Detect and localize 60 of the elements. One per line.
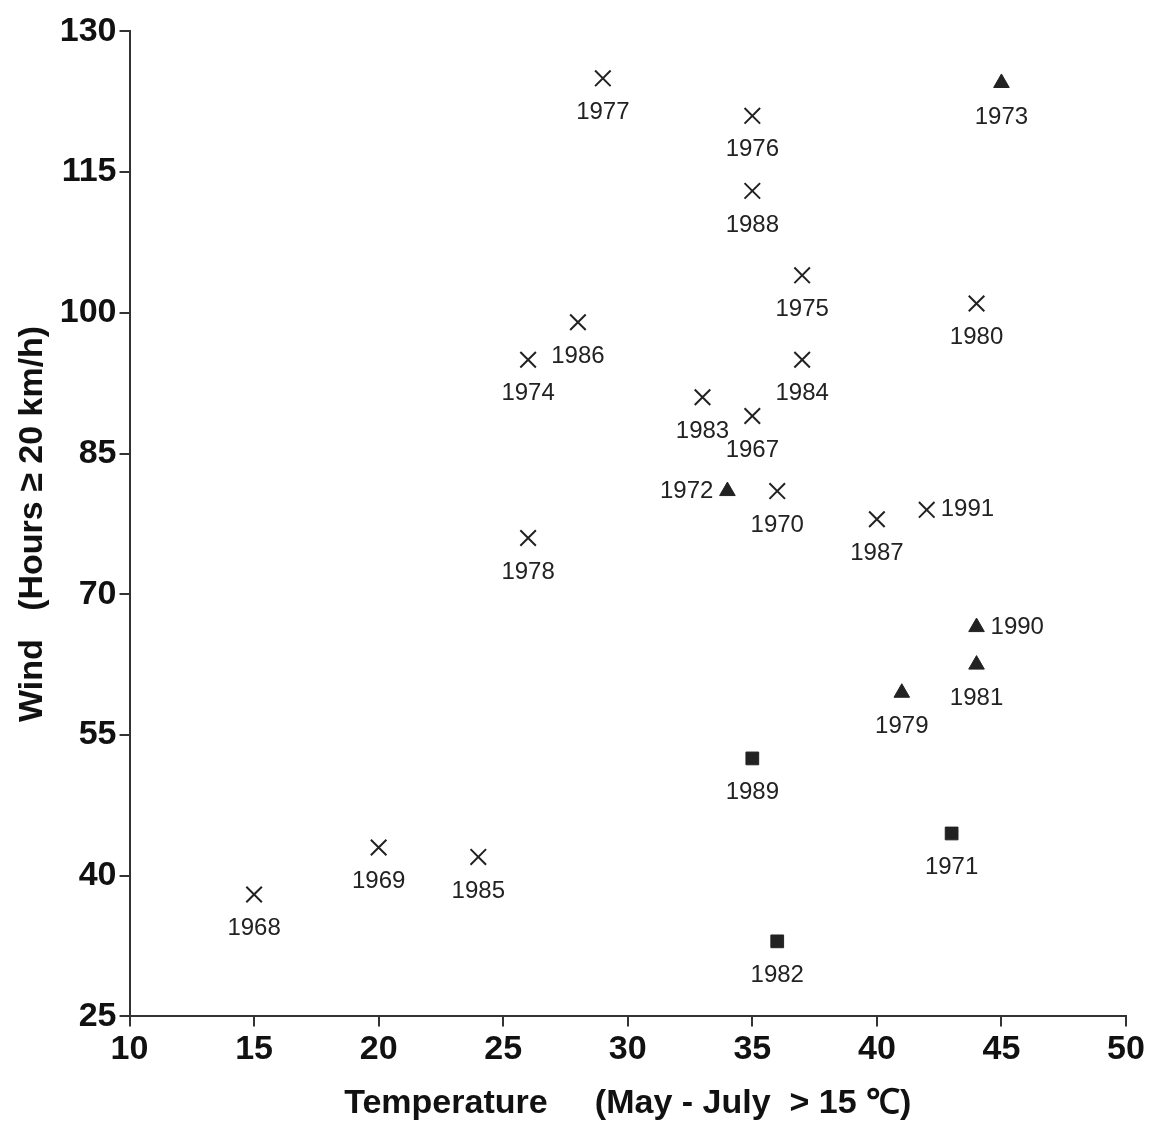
x-tick-label: 20	[359, 1028, 398, 1067]
annotation: 1971	[924, 852, 979, 880]
annotation: 1976	[725, 134, 780, 162]
annotation: 1989	[725, 777, 780, 805]
annotation: 1988	[725, 209, 780, 237]
annotation: 1975	[775, 293, 829, 321]
y-tick-label: 70	[78, 572, 117, 611]
y-tick-label: 100	[59, 291, 117, 330]
y-tick-label: 40	[78, 854, 117, 893]
annotation: 1969	[351, 866, 406, 894]
point	[770, 934, 785, 949]
y-tick-label: 55	[78, 713, 117, 752]
point	[743, 107, 762, 125]
point	[569, 313, 587, 331]
x-tick-label: 50	[1107, 1028, 1145, 1067]
annotation: 1978	[501, 556, 555, 584]
y-tick-label: 115	[61, 150, 117, 189]
annotation: 1986	[551, 340, 605, 368]
point	[693, 388, 712, 407]
point	[793, 350, 811, 369]
annotation: 1982	[750, 959, 804, 987]
point	[369, 838, 388, 857]
point	[245, 885, 263, 904]
y-axis-title: Wind (Hours ≥ 20 km/h)	[10, 325, 49, 722]
x-tick-label: 35	[733, 1028, 772, 1067]
annotation: 1984	[775, 378, 829, 406]
point	[745, 751, 760, 766]
annotation: 1968	[227, 913, 281, 941]
annotation: 1980	[949, 322, 1004, 350]
point	[594, 69, 612, 88]
point	[519, 529, 537, 547]
annotation: 1987	[850, 537, 904, 565]
point	[793, 266, 811, 285]
annotation: 1985	[451, 875, 505, 903]
point	[917, 501, 936, 519]
annotation: 1981	[949, 683, 1004, 711]
annotation: 1972	[660, 475, 714, 503]
point	[519, 350, 537, 369]
point	[768, 482, 787, 500]
x-tick-label: 15	[235, 1028, 273, 1067]
annotation: 1973	[974, 101, 1029, 129]
annotation: 1990	[990, 611, 1044, 639]
point	[944, 826, 959, 841]
x-tick-label: 25	[484, 1028, 523, 1067]
x-tick-label: 45	[982, 1028, 1021, 1067]
annotation: 1977	[576, 96, 630, 124]
annotation: 1974	[501, 378, 555, 406]
annotation: 1970	[750, 509, 804, 537]
point	[743, 182, 762, 200]
y-tick-label: 85	[78, 431, 117, 470]
point	[469, 848, 488, 866]
point	[868, 510, 886, 528]
y-tick-label: 130	[59, 9, 117, 48]
x-tick-label: 40	[857, 1028, 896, 1067]
annotation: 1979	[875, 711, 929, 739]
annotation: 1991	[940, 494, 995, 522]
x-axis-title: Temperature (May - July > 15 ℃)	[344, 1081, 912, 1120]
point	[743, 407, 762, 425]
x-tick-label: 30	[608, 1028, 647, 1067]
point	[967, 294, 986, 313]
